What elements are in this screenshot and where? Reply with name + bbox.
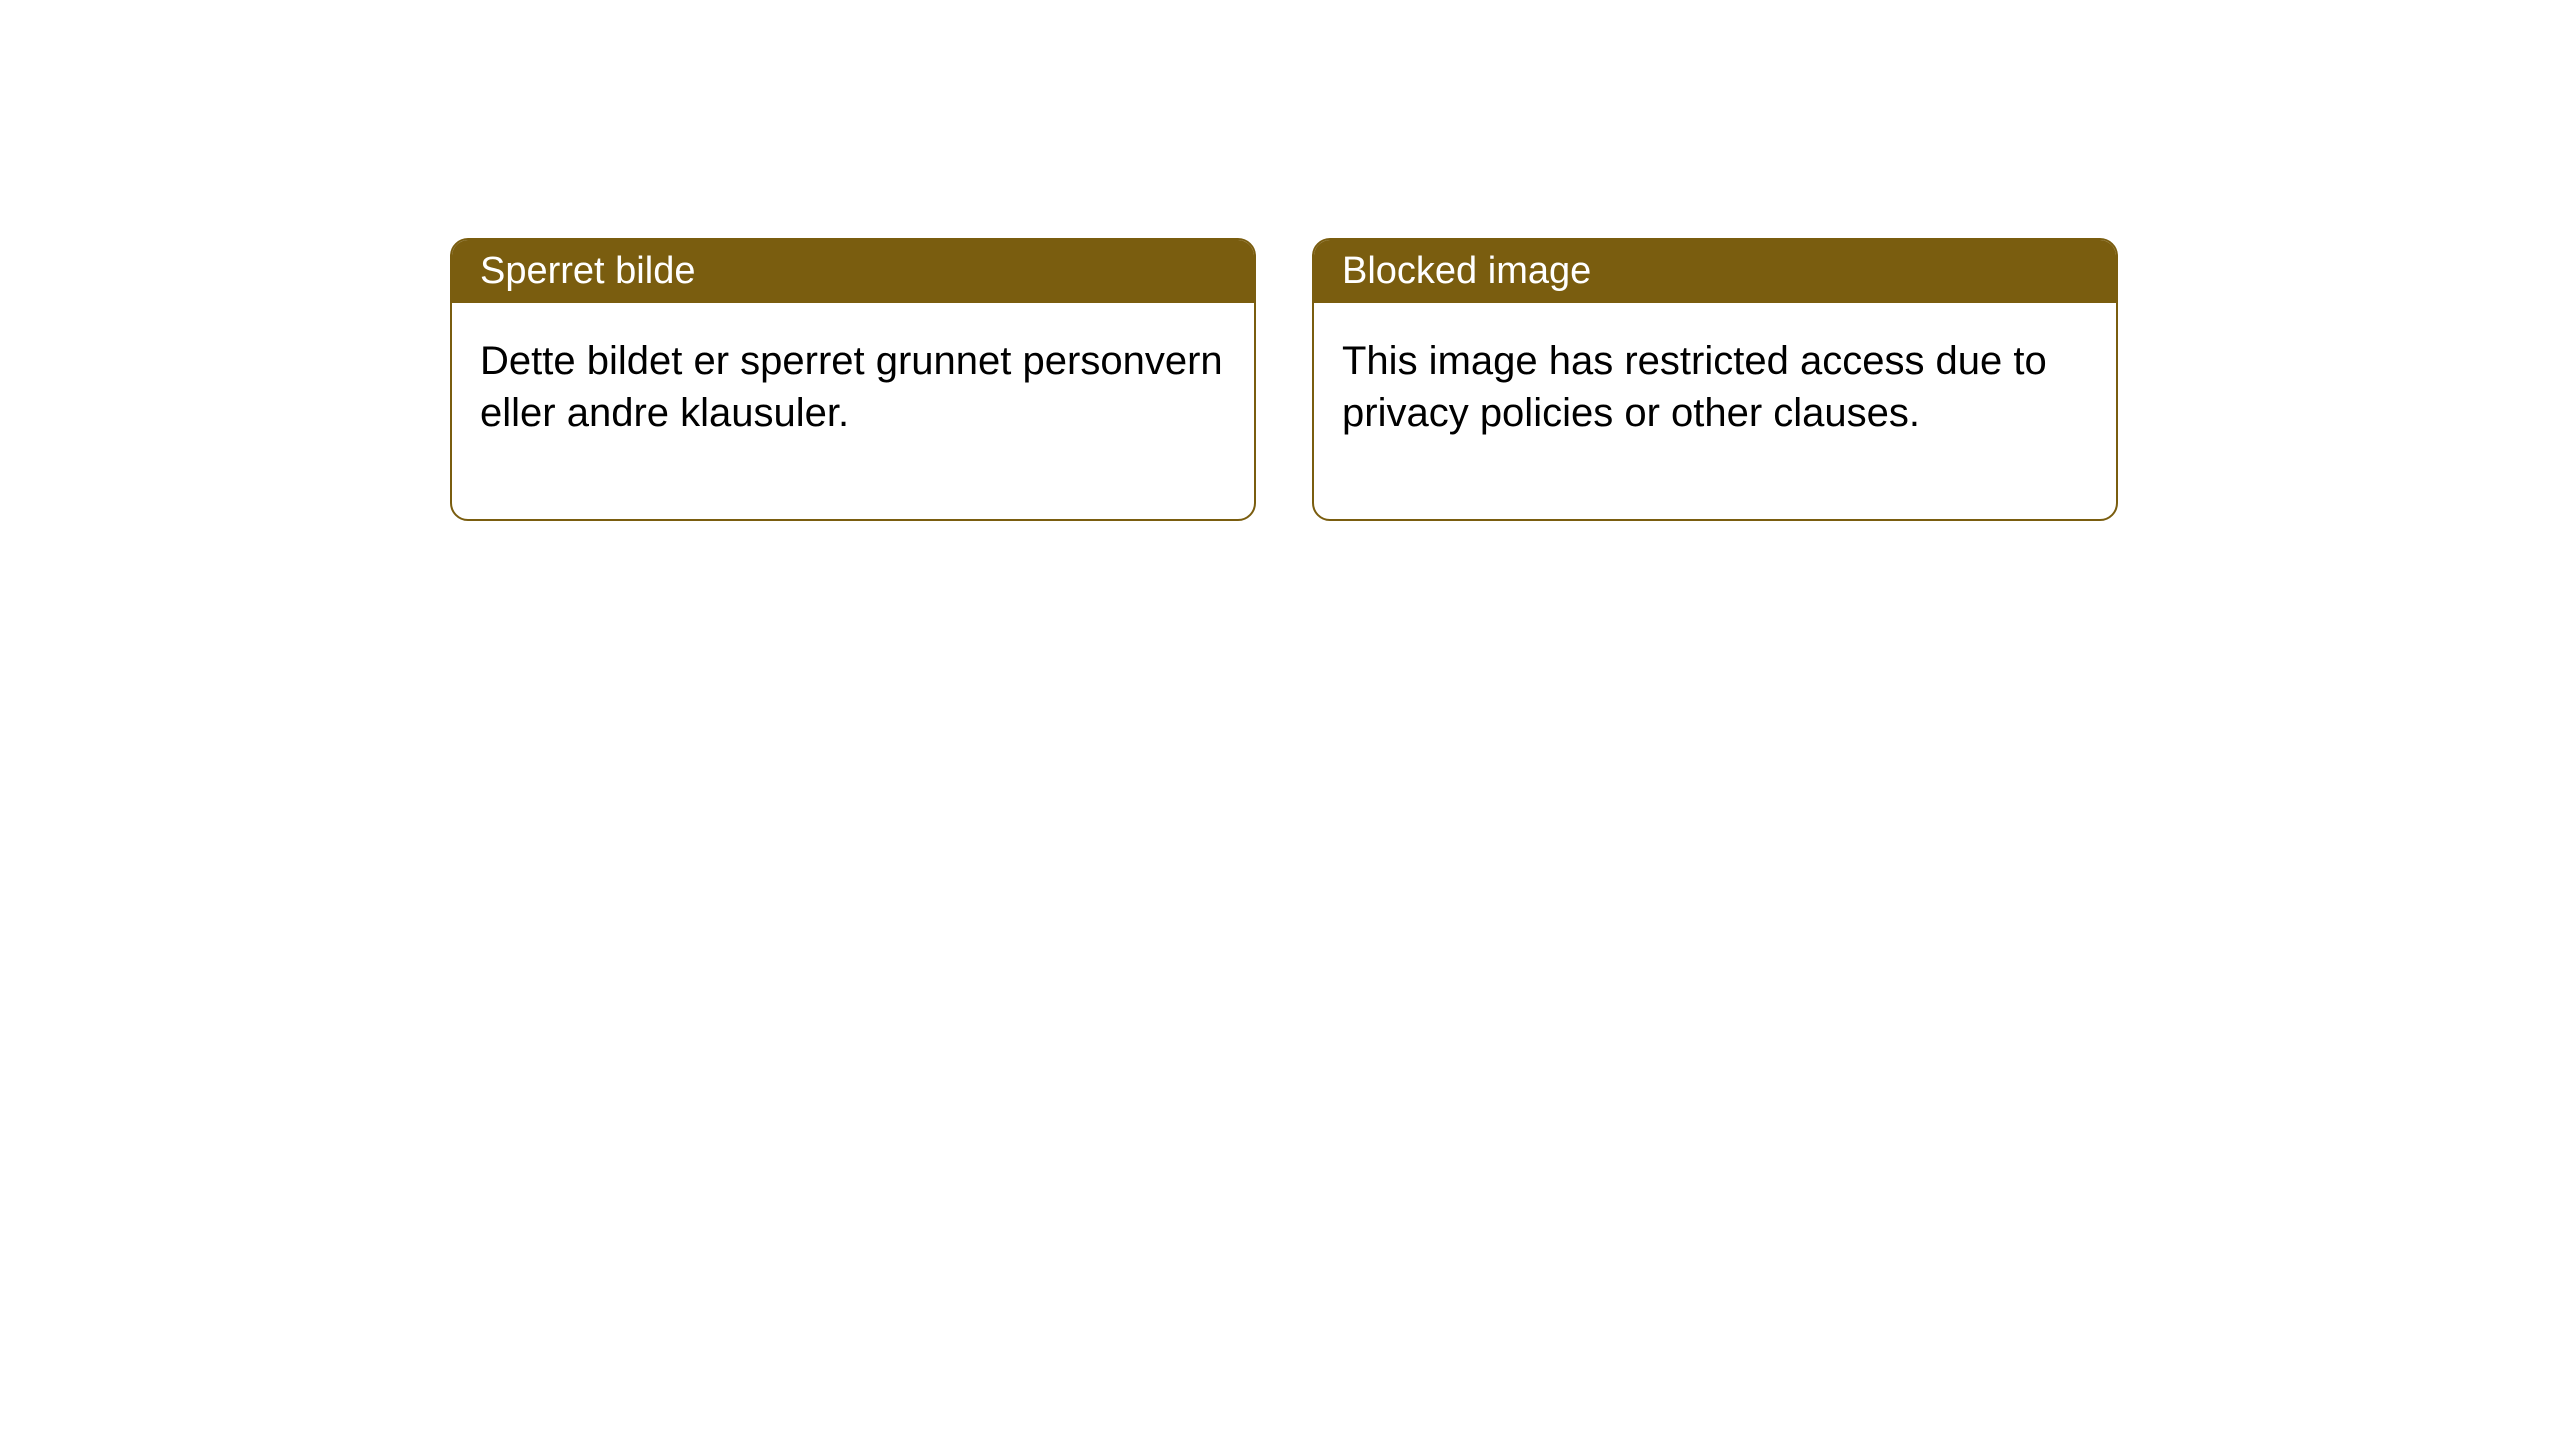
notice-box-english: Blocked image This image has restricted … xyxy=(1312,238,2118,521)
notice-body: Dette bildet er sperret grunnet personve… xyxy=(452,303,1254,519)
notice-box-norwegian: Sperret bilde Dette bildet er sperret gr… xyxy=(450,238,1256,521)
notice-body: This image has restricted access due to … xyxy=(1314,303,2116,519)
notice-header: Sperret bilde xyxy=(452,240,1254,303)
notice-header: Blocked image xyxy=(1314,240,2116,303)
notice-container: Sperret bilde Dette bildet er sperret gr… xyxy=(450,238,2118,521)
